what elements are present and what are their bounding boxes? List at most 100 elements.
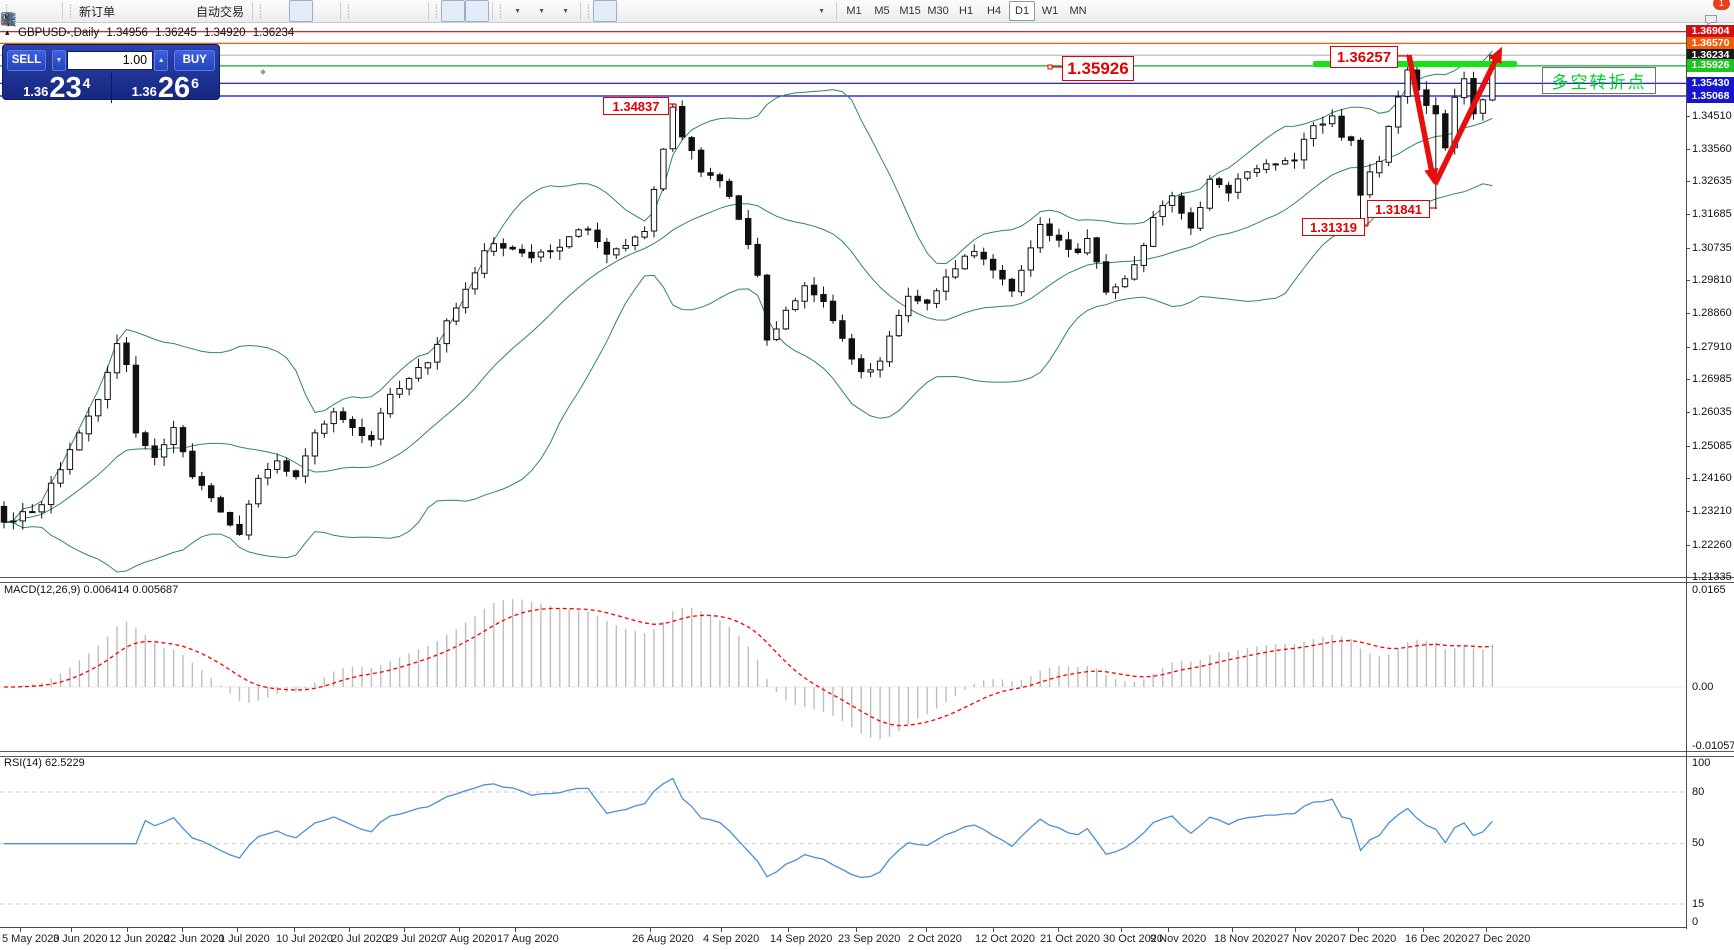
buy-price-prefix: 1.36 — [131, 84, 157, 99]
timeframe-w1-button[interactable]: W1 — [1041, 5, 1059, 17]
date-tick-label: 17 Aug 2020 — [497, 933, 559, 945]
timeframe-m30-button[interactable]: M30 — [927, 5, 949, 17]
toolbar-separator — [62, 2, 63, 20]
sell-price-sup: 4 — [82, 75, 91, 91]
price-annotation-1.31319[interactable]: 1.31319 — [1302, 218, 1365, 236]
buy-price[interactable]: 1.36 26 6 — [112, 73, 220, 103]
community-button[interactable] — [2, 0, 168, 25]
indicators-dropdown-icon[interactable]: ▼ — [514, 7, 521, 15]
indicators-button[interactable]: ▼ — [2, 0, 529, 26]
date-tick-label: 18 Nov 2020 — [1214, 933, 1277, 945]
price-tick-label: 1.33560 — [1692, 143, 1732, 155]
new-order-button[interactable]: 新订单 — [2, 0, 120, 26]
crosshair-button[interactable] — [2, 0, 641, 26]
tile-windows-button[interactable] — [2, 0, 425, 26]
price-annotation-1.31841[interactable]: 1.31841 — [1367, 200, 1430, 218]
rsi-panel-canvas[interactable] — [0, 756, 1686, 927]
auto-trading-label: 自动交易 — [196, 4, 245, 19]
volume-decrease-button[interactable]: ▼ — [51, 49, 67, 71]
volume-input[interactable] — [67, 50, 154, 70]
date-tick-label: 7 Dec 2020 — [1340, 933, 1397, 945]
timeframe-m5-button[interactable]: M5 — [874, 5, 890, 17]
toolbar-group-handle[interactable] — [586, 3, 592, 19]
sell-price[interactable]: 1.36 23 4 — [3, 73, 112, 103]
auto-trading-button[interactable]: 自动交易 — [2, 0, 249, 26]
rsi-line — [4, 777, 1493, 879]
price-annotation-1.36257[interactable]: 1.36257 — [1330, 46, 1398, 68]
volume-increase-button[interactable]: ▲ — [154, 49, 169, 71]
price-tick-label: 1.24160 — [1692, 472, 1732, 484]
auto-scroll-button[interactable] — [2, 0, 466, 25]
timeframe-h4-button[interactable]: H4 — [987, 5, 1002, 17]
trendline-button[interactable] — [2, 0, 713, 25]
price-tick-label: 1.29810 — [1692, 274, 1732, 286]
line-chart-button[interactable] — [1, 0, 337, 24]
bollinger-lower-band — [3, 183, 1493, 573]
price-line-label-1.35430: 1.35430 — [1687, 77, 1734, 90]
toolbar-group-handle[interactable] — [498, 3, 504, 19]
channel-button[interactable]: E — [1, 0, 737, 28]
toolbar-group-handle[interactable] — [4, 3, 9, 19]
macd-panel-canvas[interactable] — [0, 582, 1686, 752]
search-button[interactable] — [2, 0, 1702, 26]
rsi-scale-0: 0 — [1692, 916, 1699, 928]
chart-open-value: 1.34956 — [106, 27, 148, 39]
timeframe-m1-button[interactable]: M1 — [846, 5, 862, 17]
horizontal-line-button[interactable] — [2, 0, 689, 22]
quotes-window-button[interactable] — [1, 0, 59, 27]
periods-dropdown-icon[interactable]: ▼ — [538, 7, 545, 15]
notifications-button[interactable]: 1 — [1702, 0, 1730, 26]
price-tick-label: 1.28860 — [1692, 307, 1732, 319]
sell-button[interactable]: SELL — [7, 49, 46, 71]
toolbar-group-handle[interactable] — [68, 3, 73, 19]
arrows-button[interactable]: ▼ — [2, 0, 833, 25]
date-tick-label: 27 Nov 2020 — [1277, 933, 1340, 945]
text-button[interactable]: A — [4, 0, 785, 27]
price-annotation-1.35926[interactable]: 1.35926 — [1062, 56, 1134, 81]
trend-arrow — [1432, 46, 1503, 186]
timeframe-d1-button[interactable]: D1 — [1009, 1, 1036, 21]
vertical-line-button[interactable] — [7, 0, 665, 26]
zoom-out-button[interactable] — [1, 0, 401, 26]
panel-splitter[interactable] — [0, 577, 1734, 583]
price-tick-label: 1.30735 — [1692, 242, 1732, 254]
templates-button[interactable]: ▼ — [1, 0, 577, 25]
price-axis-border — [1686, 25, 1687, 929]
price-chart-canvas[interactable] — [0, 25, 1686, 578]
periods-button[interactable]: ▼ — [1, 0, 553, 27]
signals-button[interactable] — [2, 0, 192, 24]
date-tick-label: 23 Sep 2020 — [838, 933, 901, 945]
toolbar-group-handle[interactable] — [346, 3, 352, 19]
panel-splitter-2[interactable] — [0, 751, 1734, 757]
one-click-trading-panel: SELL ▼ ▲ BUY 1.36 23 4 1.36 26 6 — [2, 44, 220, 103]
turning-point-note[interactable]: 多空转折点 — [1542, 67, 1656, 94]
collapse-trade-panel-icon[interactable]: ▴ — [5, 27, 10, 37]
rsi-scale-15: 15 — [1692, 898, 1705, 910]
toolbar-group-handle[interactable] — [434, 3, 440, 19]
timeframe-h1-button[interactable]: H1 — [959, 5, 974, 17]
new-order-label: 新订单 — [79, 4, 116, 19]
date-tick-label: 22 Jun 2020 — [164, 933, 225, 945]
cursor-button[interactable] — [5, 0, 618, 26]
text-label-button[interactable]: T — [1, 0, 809, 27]
toolbar-group-handle[interactable] — [258, 3, 264, 19]
date-tick-label: 7 Aug 2020 — [441, 933, 497, 945]
favorites-button[interactable] — [1, 0, 144, 26]
timeframe-mn-button[interactable]: MN — [1069, 5, 1087, 17]
arrows-dropdown-icon[interactable]: ▼ — [818, 7, 825, 15]
chart-shift-button[interactable] — [2, 0, 490, 25]
candlestick-chart-button[interactable] — [2, 0, 314, 25]
date-tick-label: 2 Oct 2020 — [908, 933, 962, 945]
toolbar-separator — [340, 2, 342, 20]
fibonacci-button[interactable]: F — [2, 0, 761, 28]
bar-chart-button[interactable] — [2, 0, 289, 25]
timeframe-m15-button[interactable]: M15 — [899, 5, 921, 17]
buy-button[interactable]: BUY — [174, 49, 215, 71]
price-tick-label: 1.34510 — [1692, 110, 1732, 122]
price-annotation-1.34837[interactable]: 1.34837 — [603, 97, 669, 115]
templates-dropdown-icon[interactable]: ▼ — [562, 7, 569, 15]
zoom-in-button[interactable] — [1, 0, 377, 26]
price-tick-label: 1.25085 — [1692, 440, 1732, 452]
